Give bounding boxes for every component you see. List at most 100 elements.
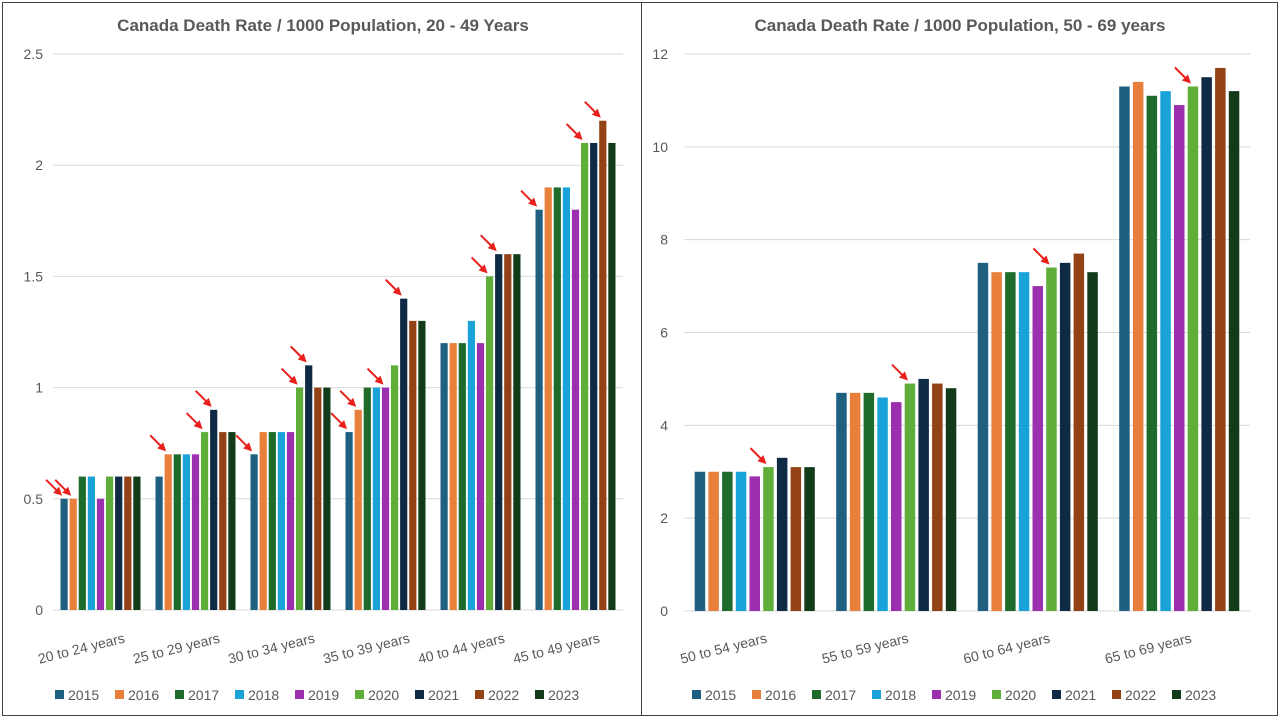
legend-item-2019: 2019 [932,687,976,703]
bar-2021 [210,409,218,610]
bar-2017 [78,476,86,610]
legend-label: 2019 [308,687,339,703]
bar-2021 [115,476,123,610]
bar-2016 [708,471,719,611]
legend-item-2015: 2015 [692,687,736,703]
red-arrow-annotation [584,101,601,118]
bar-2015 [345,432,353,610]
bar-2018 [372,387,380,610]
legend-swatch [175,690,184,699]
category-label: 60 to 64 years [962,630,1052,667]
bar-2020 [1046,267,1057,611]
red-arrow-annotation [289,345,307,363]
y-tick-label: 12 [652,46,668,62]
bar-2017 [863,392,875,611]
legend-swatch [1112,690,1121,699]
legend-label: 2020 [368,687,399,703]
legend-swatch [295,690,304,699]
legend-item-2019: 2019 [295,687,339,703]
y-tick-label: 10 [652,139,668,155]
bar-2019 [571,209,580,610]
bar-2023 [323,387,331,610]
bar-2018 [562,187,570,610]
legend-item-2016: 2016 [115,687,159,703]
bar-2021 [495,254,503,610]
bar-2019 [96,498,105,610]
legend-label: 2018 [248,687,279,703]
bar-2018 [735,471,747,611]
bar-2019 [191,454,200,610]
red-arrow-annotation [479,234,497,252]
bar-2017 [1146,95,1158,611]
bar-2019 [286,432,295,610]
chart-title: Canada Death Rate / 1000 Population, 50 … [755,16,1166,35]
bar-2023 [1087,272,1098,611]
bar-2018 [467,320,475,610]
y-tick-label: 2 [660,510,668,526]
bar-2021 [1201,77,1212,612]
chart-left-svg: Canada Death Rate / 1000 Population, 20 … [24,16,623,703]
legend-swatch [872,690,881,699]
red-arrow-annotation [45,479,63,496]
legend-label: 2016 [128,687,159,703]
bar-2017 [722,471,733,611]
y-tick-label: 0 [660,603,668,619]
bar-2017 [1005,272,1016,611]
category-label: 50 to 54 years [679,630,769,667]
red-arrow-annotation [280,367,298,385]
legend-label: 2019 [945,687,976,703]
y-tick-label: 6 [660,325,668,341]
bar-2019 [749,476,760,611]
y-tick-label: 0.5 [24,491,44,507]
bar-2018 [1160,91,1171,612]
bar-2018 [277,432,285,610]
legend-item-2015: 2015 [55,687,99,703]
legend-swatch [1052,690,1061,699]
bar-2021 [776,457,788,611]
bar-2020 [391,365,399,610]
legend-swatch [692,690,701,699]
bar-2017 [363,387,371,610]
legend-item-2020: 2020 [355,687,399,703]
bar-2019 [1174,105,1185,611]
category-label: 45 to 49 years [511,630,601,667]
bar-2019 [381,387,390,610]
category-label: 40 to 44 years [416,630,506,667]
legend-item-2017: 2017 [175,687,219,703]
bar-2015 [977,262,989,611]
legend-item-2022: 2022 [1112,687,1156,703]
legend-item-2022: 2022 [475,687,519,703]
legend-swatch [992,690,1001,699]
red-arrow-annotation [384,278,402,296]
y-tick-label: 4 [660,417,668,433]
category-label: 20 to 24 years [36,630,126,667]
bar-2020 [904,383,916,611]
bar-2016 [991,272,1002,611]
bar-2023 [1228,91,1240,612]
red-arrow-annotation [366,367,384,385]
bar-2022 [409,320,417,610]
chart-right-svg: Canada Death Rate / 1000 Population, 50 … [652,16,1250,703]
category-label: 55 to 59 years [820,630,910,667]
legend-swatch [932,690,941,699]
y-tick-label: 0 [35,602,43,618]
bar-2022 [219,432,227,610]
bar-2020 [763,467,774,611]
bar-2022 [790,467,802,611]
legend-item-2023: 2023 [535,687,579,703]
bar-2017 [553,187,561,610]
red-arrow-annotation [1032,247,1050,265]
y-tick-label: 1 [35,380,43,396]
bar-2017 [173,454,181,610]
bar-2016 [849,392,861,611]
bar-2016 [1132,81,1144,612]
chart-title: Canada Death Rate / 1000 Population, 20 … [117,16,529,35]
bar-2016 [544,187,552,610]
bar-2018 [1018,272,1030,611]
category-label: 65 to 69 years [1103,630,1193,667]
bar-2023 [945,388,957,611]
bar-2019 [891,402,902,611]
bar-2022 [1215,67,1226,612]
bar-2015 [694,471,706,611]
bar-2018 [877,397,888,611]
